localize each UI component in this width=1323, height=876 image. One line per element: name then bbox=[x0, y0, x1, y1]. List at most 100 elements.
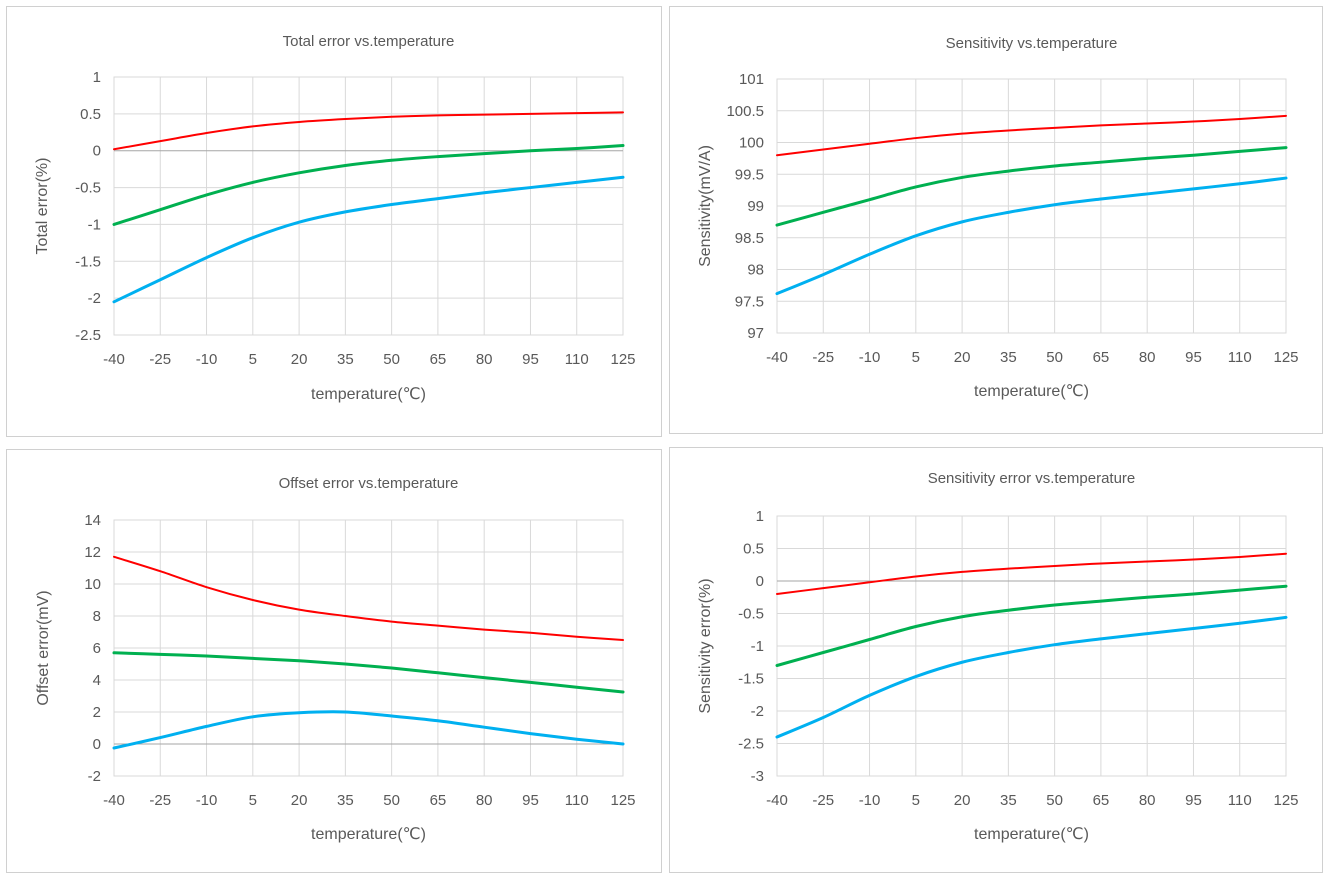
y-tick-label: 14 bbox=[84, 512, 101, 529]
x-axis-label: temperature(℃) bbox=[311, 386, 426, 403]
x-tick-label: -40 bbox=[766, 349, 788, 366]
chart-panel-offset-error: 14 12 10 8 6 4 2 0 -2 -40 -25 -10 5 20 35 50 65 80 95 110 12… bbox=[6, 449, 662, 873]
y-tick-label: 12 bbox=[84, 544, 101, 561]
y-tick-label: 0 bbox=[756, 573, 764, 590]
y-tick-label: 98.5 bbox=[735, 230, 764, 247]
x-tick-label: 20 bbox=[291, 792, 308, 809]
series-line-3 bbox=[112, 175, 625, 304]
chart-title: Total error vs.temperature bbox=[283, 33, 455, 50]
series-line-3 bbox=[775, 615, 1288, 739]
y-tick-label: -2.5 bbox=[738, 736, 764, 753]
x-tick-label: 35 bbox=[1000, 792, 1017, 809]
x-tick-label: 80 bbox=[476, 351, 493, 368]
y-tick-label: 99 bbox=[747, 198, 764, 215]
y-axis-label: Sensitivity error(%) bbox=[697, 578, 714, 713]
x-tick-label: -25 bbox=[812, 349, 834, 366]
y-tick-label: -0.5 bbox=[738, 606, 764, 623]
y-tick-label: 8 bbox=[93, 608, 101, 625]
y-tick-label: -1 bbox=[751, 638, 764, 655]
y-tick-label: 99.5 bbox=[735, 166, 764, 183]
chart-panel-sensitivity-error: 1 0.5 0 -0.5 -1 -1.5 -2 -2.5 -3 -40 -25 -10 5 20 35 50 6… bbox=[669, 447, 1323, 873]
x-tick-label: 35 bbox=[337, 351, 354, 368]
y-tick-label: 4 bbox=[93, 672, 101, 689]
y-tick-label: 100 bbox=[739, 135, 764, 152]
x-tick-label: -25 bbox=[812, 792, 834, 809]
y-tick-label: -1.5 bbox=[75, 253, 101, 270]
y-tick-label: -2 bbox=[751, 703, 764, 720]
x-tick-label: 20 bbox=[954, 792, 971, 809]
series-line-3 bbox=[112, 710, 625, 750]
x-tick-label: 5 bbox=[912, 349, 920, 366]
x-tick-label: 65 bbox=[1093, 349, 1110, 366]
series-line-2 bbox=[112, 144, 625, 226]
x-tick-label: -10 bbox=[196, 351, 218, 368]
y-tick-label: 0.5 bbox=[743, 541, 764, 558]
x-tick-label: 20 bbox=[954, 349, 971, 366]
series-line-1 bbox=[776, 114, 1287, 157]
y-tick-label: 101 bbox=[739, 71, 764, 88]
x-tick-label: 80 bbox=[1139, 349, 1156, 366]
x-tick-label: 20 bbox=[291, 351, 308, 368]
x-tick-label: 65 bbox=[430, 792, 447, 809]
y-tick-label: 2 bbox=[93, 704, 101, 721]
chart-sensitivity-error: 1 0.5 0 -0.5 -1 -1.5 -2 -2.5 -3-40 -25 -10 5 20 35 50 6… bbox=[697, 470, 1299, 843]
y-tick-label: -2 bbox=[88, 290, 101, 307]
x-tick-label: 80 bbox=[1139, 792, 1156, 809]
chart-sensitivity: 101 100.5 100 99.5 99 98.5 98 97.5 97-40 -25 -10 5 2… bbox=[697, 35, 1299, 400]
y-tick-label: 0.5 bbox=[80, 106, 101, 123]
y-tick-label: 0 bbox=[93, 736, 101, 753]
series-line-1 bbox=[113, 111, 624, 151]
x-tick-label: 125 bbox=[610, 792, 635, 809]
chart-title: Offset error vs.temperature bbox=[279, 475, 459, 492]
x-tick-label: 80 bbox=[476, 792, 493, 809]
x-tick-label: 35 bbox=[1000, 349, 1017, 366]
x-tick-label: -25 bbox=[149, 351, 171, 368]
y-tick-label: -2 bbox=[88, 768, 101, 785]
chart-title: Sensitivity vs.temperature bbox=[946, 35, 1118, 52]
plot-area bbox=[113, 76, 624, 336]
x-tick-label: 110 bbox=[565, 792, 589, 809]
x-tick-label: 65 bbox=[1093, 792, 1110, 809]
x-tick-label: 95 bbox=[1185, 792, 1202, 809]
x-tick-label: 5 bbox=[912, 792, 920, 809]
x-tick-label: 110 bbox=[1228, 349, 1252, 366]
x-tick-label: -10 bbox=[196, 792, 218, 809]
y-tick-label: -1 bbox=[88, 216, 101, 233]
x-tick-label: 110 bbox=[1228, 792, 1252, 809]
x-tick-label: 50 bbox=[383, 792, 400, 809]
y-tick-label: 1 bbox=[756, 508, 764, 525]
x-tick-label: -40 bbox=[766, 792, 788, 809]
y-tick-label: 1 bbox=[93, 69, 101, 86]
x-tick-label: 50 bbox=[383, 351, 400, 368]
y-tick-label: -3 bbox=[751, 768, 764, 785]
x-axis-label: temperature(℃) bbox=[311, 826, 426, 843]
x-tick-label: 95 bbox=[522, 351, 539, 368]
x-tick-label: 50 bbox=[1046, 792, 1063, 809]
x-tick-label: 95 bbox=[522, 792, 539, 809]
y-tick-label: 97 bbox=[747, 325, 764, 342]
y-tick-label: 10 bbox=[84, 576, 101, 593]
series-line-3 bbox=[775, 176, 1288, 296]
chart-title: Sensitivity error vs.temperature bbox=[928, 470, 1136, 487]
x-tick-label: 50 bbox=[1046, 349, 1063, 366]
x-tick-label: 95 bbox=[1185, 349, 1202, 366]
chart-panel-sensitivity: 101 100.5 100 99.5 99 98.5 98 97.5 97 -40 -25 -10 5 2… bbox=[669, 6, 1323, 434]
x-tick-label: 35 bbox=[337, 792, 354, 809]
x-tick-label: 125 bbox=[1273, 792, 1298, 809]
x-tick-label: -25 bbox=[149, 792, 171, 809]
x-tick-label: 125 bbox=[1273, 349, 1298, 366]
y-tick-label: -2.5 bbox=[75, 327, 101, 344]
series-line-2 bbox=[112, 651, 625, 694]
series-line-1 bbox=[776, 552, 1287, 595]
series-line-2 bbox=[775, 146, 1288, 227]
chart-panel-total-error: 1 0.5 0 -0.5 -1 -1.5 -2 -2.5 -40 -25 -10 5 20 35 50 65 8… bbox=[6, 6, 662, 437]
series-line-1 bbox=[113, 555, 624, 641]
x-tick-label: 5 bbox=[249, 792, 257, 809]
x-tick-label: -40 bbox=[103, 792, 125, 809]
x-tick-label: 5 bbox=[249, 351, 257, 368]
y-tick-label: 100.5 bbox=[726, 103, 764, 120]
x-tick-label: -40 bbox=[103, 351, 125, 368]
series-line-2 bbox=[775, 584, 1288, 667]
chart-total-error: 1 0.5 0 -0.5 -1 -1.5 -2 -2.5-40 -25 -10 5 20 35 50 65 8… bbox=[34, 33, 636, 403]
